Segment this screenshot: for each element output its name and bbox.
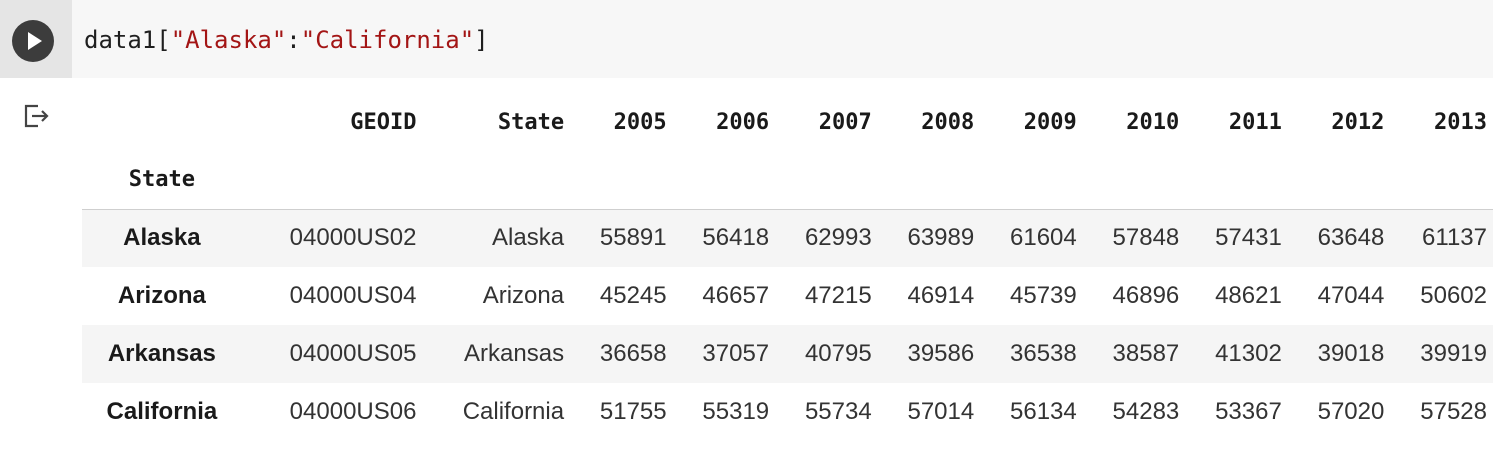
table-cell: 63648 [1317,224,1385,252]
run-cell-button[interactable] [12,20,54,62]
table-cell: 57014 [907,398,975,425]
table-cell: 57528 [1420,398,1487,425]
table-cell: 57020 [1317,398,1385,425]
cell-gutter [0,0,72,78]
output-redirect-icon[interactable] [20,100,52,132]
table-cell: 56134 [1010,398,1077,425]
table-cell: 04000US04 [289,282,417,309]
table-cell: 50602 [1420,282,1487,309]
code-string-token: "California" [300,26,475,54]
table-cell: 47215 [804,282,872,309]
table-cell: Arizona [482,282,565,309]
table-cell: 53367 [1215,398,1282,425]
table-cell: 51755 [599,398,667,425]
code-token: ] [474,26,489,54]
row-index: Alaska [123,224,201,252]
table-cell: 39586 [907,340,975,367]
table-cell: 57431 [1215,224,1282,252]
table-cell: 40795 [804,340,872,367]
table-cell: 04000US05 [289,340,417,367]
table-cell: 04000US06 [289,398,417,425]
column-header: 2007 [818,109,872,135]
code-token: : [286,26,301,54]
corner-header [82,93,242,151]
table-cell: 04000US02 [289,224,417,252]
table-cell: Alaska [492,224,565,252]
code-cell[interactable]: data1["Alaska":"California"] [0,0,1493,78]
table-cell: 57848 [1112,224,1180,252]
table-cell: 55891 [599,224,667,252]
table-cell: 45245 [599,282,667,309]
row-index: Arizona [117,282,206,309]
column-header: 2006 [716,109,770,135]
column-header: 2008 [921,109,975,135]
table-cell: 39919 [1420,340,1487,367]
column-header-row: GEOID State 2005 2006 2007 2008 2009 201… [82,93,1493,151]
index-name-row: State [82,151,1493,209]
table-cell: 47044 [1317,282,1385,309]
table-cell: 46657 [702,282,770,309]
table-cell: Arkansas [464,340,565,367]
table-cell: 61137 [1422,224,1487,252]
table-row: California 04000US06 California 51755 55… [82,383,1493,441]
table-row: Arkansas 04000US05 Arkansas 36658 37057 … [82,325,1493,383]
table-cell: 46896 [1112,282,1180,309]
code-string-token: "Alaska" [170,26,287,54]
code-token: data1[ [84,26,171,54]
table-cell: 61604 [1010,224,1077,252]
column-header: 2009 [1023,109,1077,135]
table-cell: 63989 [907,224,975,252]
table-row: Alaska 04000US02 Alaska 55891 56418 6299… [82,209,1493,267]
column-header: 2011 [1228,109,1282,135]
row-index: Arkansas [107,340,216,367]
play-icon [28,32,42,50]
table-cell: 54283 [1112,398,1180,425]
dataframe-output: GEOID State 2005 2006 2007 2008 2009 201… [82,93,1493,441]
table-cell: 36658 [599,340,667,367]
column-header: 2005 [613,109,667,135]
table-row: Arizona 04000US04 Arizona 45245 46657 47… [82,267,1493,325]
table-cell: 39018 [1317,340,1385,367]
index-name-header: State [128,167,195,193]
table-cell: 56418 [702,224,770,252]
table-cell: California [462,398,565,425]
column-header: 2012 [1331,109,1385,135]
table-cell: 62993 [804,224,872,252]
table-cell: 36538 [1010,340,1077,367]
table-cell: 46914 [907,282,975,309]
table-cell: 48621 [1215,282,1282,309]
code-editor[interactable]: data1["Alaska":"California"] [84,24,489,56]
table-cell: 41302 [1215,340,1282,367]
table-cell: 45739 [1010,282,1077,309]
table-cell: 55319 [702,398,770,425]
column-header: 2010 [1126,109,1180,135]
column-header: State [497,109,565,135]
table-cell: 38587 [1112,340,1180,367]
column-header: GEOID [350,109,417,135]
row-index: California [106,398,218,425]
table-cell: 55734 [804,398,872,425]
table-cell: 37057 [702,340,770,367]
column-header: 2013 [1434,109,1487,135]
